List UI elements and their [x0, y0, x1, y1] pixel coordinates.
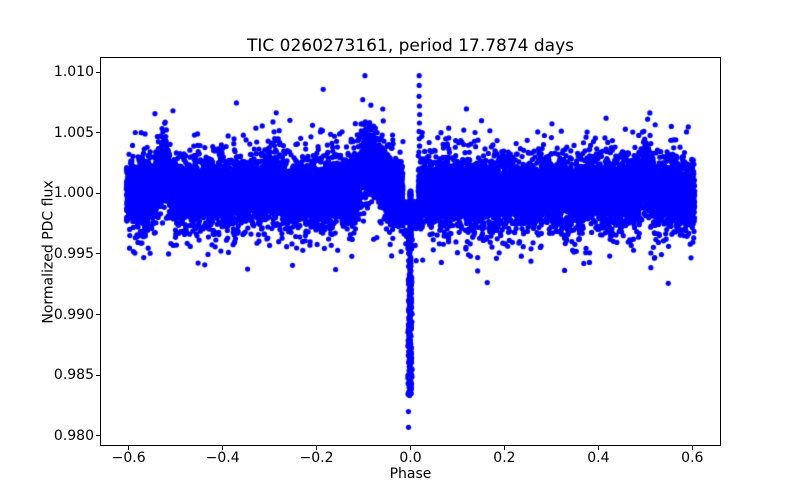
x-tick-mark: [128, 446, 130, 450]
x-tick-label: −0.2: [299, 450, 334, 466]
y-tick-label: 1.005: [53, 124, 94, 141]
y-tick-label: 1.000: [53, 185, 94, 202]
x-tick-mark: [222, 446, 224, 450]
x-tick-mark: [597, 446, 599, 450]
y-tick-label: 1.010: [53, 64, 94, 81]
y-tick-mark: [96, 192, 100, 194]
y-tick-mark: [96, 132, 100, 134]
x-tick-label: −0.6: [111, 450, 146, 466]
x-tick-mark: [410, 446, 411, 450]
chart-title: TIC 0260273161, period 17.7874 days: [246, 36, 575, 56]
y-tick-label: 0.990: [53, 306, 94, 323]
y-tick-label: 0.985: [53, 367, 94, 384]
x-tick-mark: [316, 446, 318, 450]
x-tick-label: 0.2: [493, 450, 516, 466]
x-tick-label: −0.4: [205, 450, 240, 466]
x-tick-label: 0.6: [681, 450, 704, 466]
x-tick-label: 0.0: [399, 450, 422, 466]
y-tick-mark: [96, 314, 100, 316]
y-tick-mark: [96, 253, 100, 255]
x-tick-mark: [503, 446, 505, 450]
x-tick-label: 0.4: [587, 450, 610, 466]
y-tick-mark: [96, 435, 100, 437]
y-tick-mark: [96, 71, 100, 73]
y-tick-label: 0.980: [53, 427, 94, 444]
x-tick-mark: [691, 446, 693, 450]
y-axis-label: Normalized PDC flux: [40, 180, 57, 324]
y-tick-mark: [96, 374, 100, 376]
x-axis-label: Phase: [389, 466, 432, 482]
y-tick-label: 0.995: [53, 245, 94, 262]
